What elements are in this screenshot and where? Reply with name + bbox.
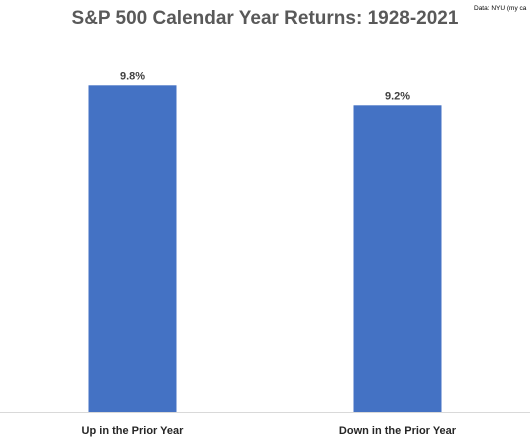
x-tick-label-1: Down in the Prior Year xyxy=(339,425,457,437)
source-note: Data: NYU (my ca xyxy=(474,5,527,12)
x-tick-label-0: Up in the Prior Year xyxy=(82,425,185,437)
data-label-0: 9.8% xyxy=(120,70,145,82)
bar-1 xyxy=(353,105,442,413)
data-label-1: 9.2% xyxy=(385,90,410,102)
bar-0 xyxy=(88,85,177,413)
chart-title: S&P 500 Calendar Year Returns: 1928-2021 xyxy=(71,8,459,29)
